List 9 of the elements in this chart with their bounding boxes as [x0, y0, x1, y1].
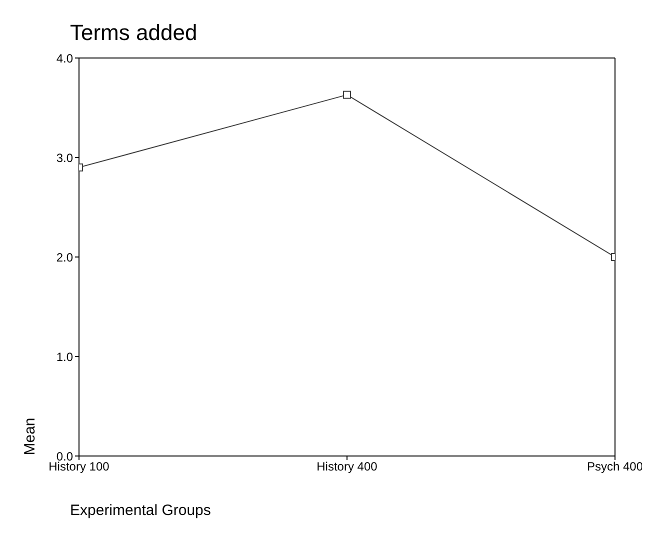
y-tick-label: 4.0	[56, 51, 74, 66]
y-tick-label: 2.0	[56, 250, 74, 264]
chart-title: Terms added	[70, 20, 198, 46]
y-tick-label: 1.0	[56, 350, 74, 364]
y-tick-label: 3.0	[56, 150, 74, 165]
x-tick-label: History 100	[48, 460, 110, 474]
x-axis-title: Experimental Groups	[70, 502, 211, 519]
y-axis-title: Mean	[22, 416, 38, 456]
x-tick-label: History 400	[316, 460, 378, 474]
